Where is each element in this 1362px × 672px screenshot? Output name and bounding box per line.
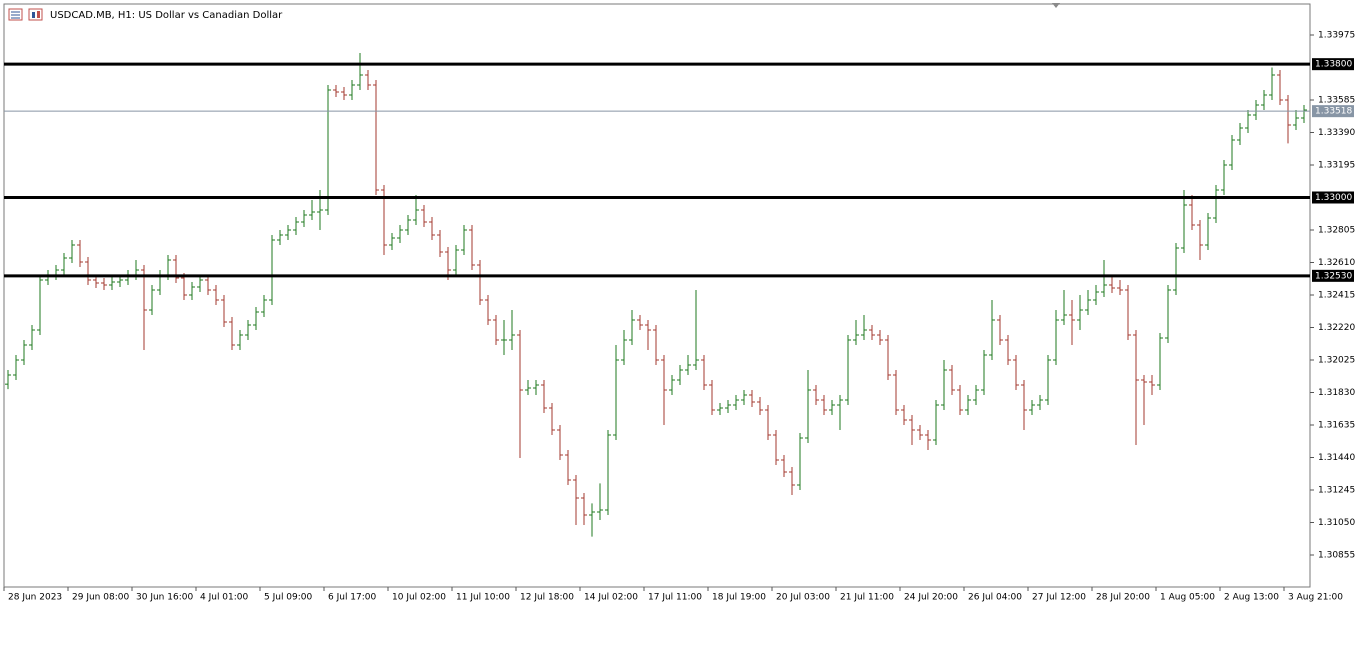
x-tick-label: 10 Jul 02:00	[392, 593, 446, 603]
price-label: 1.33518	[1315, 107, 1352, 117]
x-tick-label: 28 Jul 20:00	[1096, 593, 1150, 603]
x-tick-label: 20 Jul 03:00	[776, 593, 830, 603]
plot-frame	[3, 3, 1311, 588]
x-tick-label: 14 Jul 02:00	[584, 593, 638, 603]
level-label-box	[1312, 191, 1354, 204]
y-tick-label: 1.31830	[1318, 388, 1355, 398]
y-tick-label: 1.33585	[1318, 96, 1355, 106]
y-tick-label: 1.31635	[1318, 421, 1355, 431]
y-tick-label: 1.32220	[1318, 323, 1355, 333]
icon	[28, 8, 43, 21]
y-tick-label: 1.33975	[1318, 31, 1355, 41]
x-tick-label: 4 Jul 01:00	[200, 593, 249, 603]
shift-marker	[1052, 3, 1060, 8]
y-tick-label: 1.32025	[1318, 356, 1355, 366]
x-tick-label: 12 Jul 18:00	[520, 593, 574, 603]
y-tick-label: 1.33195	[1318, 161, 1355, 171]
y-tick-label: 1.31050	[1318, 518, 1355, 528]
y-tick-label: 1.32415	[1318, 291, 1355, 301]
y-tick-label: 1.31440	[1318, 453, 1355, 463]
x-tick-label: 29 Jun 08:00	[72, 593, 129, 603]
x-tick-label: 1 Aug 05:00	[1160, 593, 1215, 603]
icon-bar	[37, 11, 40, 18]
x-tick-label: 21 Jul 11:00	[840, 593, 894, 603]
level-label: 1.33000	[1315, 193, 1352, 203]
x-tick-label: 30 Jun 16:00	[136, 593, 193, 603]
level-label: 1.32530	[1315, 271, 1352, 281]
level-label-box	[1312, 269, 1354, 282]
y-tick-label: 1.33390	[1318, 128, 1355, 138]
x-tick-label: 24 Jul 20:00	[904, 593, 958, 603]
y-tick-label: 1.32610	[1318, 258, 1355, 268]
chart-title: USDCAD.MB, H1: US Dollar vs Canadian Dol…	[50, 10, 283, 21]
y-tick-label: 1.32805	[1318, 226, 1355, 236]
x-tick-label: 3 Aug 21:00	[1288, 593, 1343, 603]
x-tick-label: 27 Jul 12:00	[1032, 593, 1086, 603]
x-tick-label: 26 Jul 04:00	[968, 593, 1022, 603]
x-tick-label: 6 Jul 17:00	[328, 593, 377, 603]
x-tick-label: 11 Jul 10:00	[456, 593, 510, 603]
x-tick-label: 17 Jul 11:00	[648, 593, 702, 603]
x-tick-label: 5 Jul 09:00	[264, 593, 313, 603]
icon-bar	[32, 12, 35, 18]
level-label: 1.33800	[1315, 60, 1352, 70]
symbol-icons	[8, 8, 43, 21]
y-tick-label: 1.30855	[1318, 551, 1355, 561]
price-label-box	[1312, 105, 1354, 118]
x-tick-label: 18 Jul 19:00	[712, 593, 766, 603]
x-tick-label: 28 Jun 2023	[8, 593, 62, 603]
level-label-box	[1312, 58, 1354, 71]
x-tick-label: 2 Aug 13:00	[1224, 593, 1279, 603]
y-tick-label: 1.31245	[1318, 486, 1355, 496]
